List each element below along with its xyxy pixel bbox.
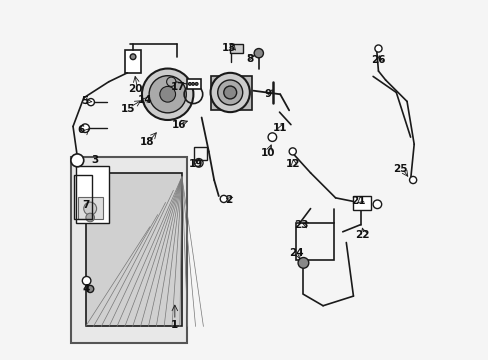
Bar <box>193 147 206 160</box>
Text: 13: 13 <box>222 43 236 53</box>
Circle shape <box>160 86 175 102</box>
Text: 15: 15 <box>121 104 135 113</box>
Text: 19: 19 <box>189 159 203 169</box>
Circle shape <box>288 148 296 155</box>
Text: 1: 1 <box>171 320 178 330</box>
Circle shape <box>191 82 194 85</box>
Circle shape <box>267 133 276 141</box>
Text: 9: 9 <box>264 89 271 99</box>
Text: 17: 17 <box>171 82 185 92</box>
Circle shape <box>210 73 249 112</box>
Bar <box>78 197 103 219</box>
Bar <box>353 196 370 210</box>
Circle shape <box>149 76 186 113</box>
Circle shape <box>188 82 191 85</box>
Circle shape <box>194 158 203 167</box>
Circle shape <box>71 154 83 167</box>
Bar <box>85 173 182 327</box>
Circle shape <box>254 49 263 58</box>
Circle shape <box>220 195 227 203</box>
Text: 14: 14 <box>138 95 152 105</box>
Bar <box>74 175 92 219</box>
Text: 12: 12 <box>285 159 299 169</box>
Circle shape <box>224 86 236 99</box>
Circle shape <box>408 176 416 184</box>
Circle shape <box>195 82 198 85</box>
Text: 8: 8 <box>246 54 253 64</box>
Text: 24: 24 <box>288 248 303 258</box>
Text: 22: 22 <box>354 230 369 240</box>
Circle shape <box>86 285 94 293</box>
Circle shape <box>142 68 193 120</box>
Text: 18: 18 <box>140 138 154 148</box>
Circle shape <box>82 276 91 285</box>
Bar <box>230 44 242 53</box>
Bar <box>76 166 108 223</box>
Circle shape <box>87 99 94 106</box>
Text: 25: 25 <box>392 164 407 174</box>
Bar <box>210 76 251 111</box>
Circle shape <box>86 213 94 222</box>
Bar <box>296 223 333 260</box>
Circle shape <box>372 200 381 208</box>
Circle shape <box>217 80 242 105</box>
Text: 3: 3 <box>91 156 99 165</box>
Text: 16: 16 <box>171 120 185 130</box>
Text: 20: 20 <box>128 84 142 94</box>
Circle shape <box>83 202 97 215</box>
Text: 5: 5 <box>81 96 88 107</box>
Text: 7: 7 <box>81 200 89 210</box>
Circle shape <box>374 45 381 52</box>
Text: 10: 10 <box>260 148 274 158</box>
Bar <box>124 50 141 73</box>
Circle shape <box>298 257 308 268</box>
Text: 6: 6 <box>77 125 84 135</box>
Bar <box>186 78 201 89</box>
Text: 11: 11 <box>272 123 287 133</box>
Circle shape <box>130 54 136 60</box>
Text: 26: 26 <box>370 55 385 65</box>
Text: 2: 2 <box>224 195 232 204</box>
Circle shape <box>81 124 89 132</box>
Text: 4: 4 <box>83 284 90 294</box>
Text: 23: 23 <box>294 220 308 230</box>
Text: 21: 21 <box>351 197 366 206</box>
Bar <box>71 157 187 342</box>
